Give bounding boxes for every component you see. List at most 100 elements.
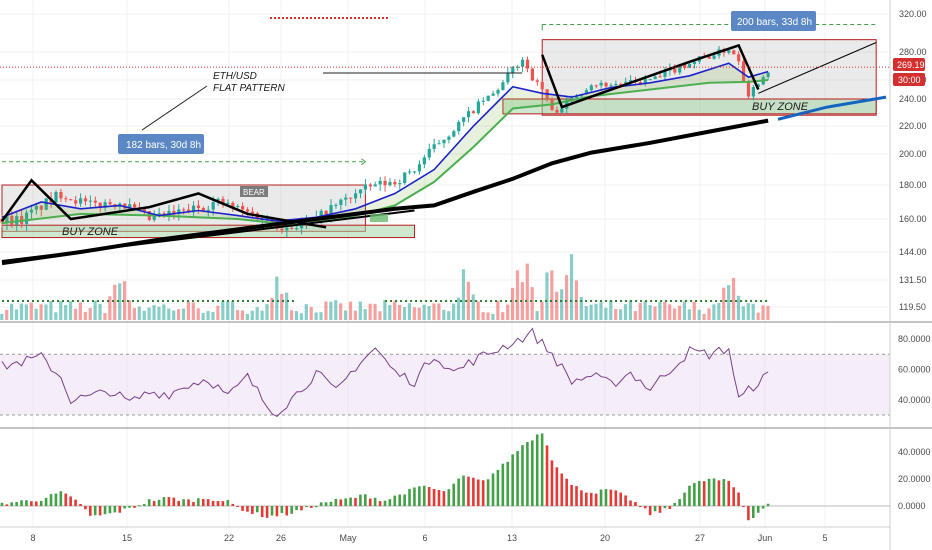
- macd-bar: [25, 500, 28, 506]
- volume-bar: [555, 291, 559, 320]
- volume-bar: [68, 301, 73, 320]
- macd-bar: [619, 492, 622, 506]
- candle-body: [69, 199, 73, 201]
- volume-bar: [599, 302, 603, 320]
- macd-bar: [147, 499, 151, 506]
- macd-bar: [766, 503, 770, 506]
- time-tick-label: 27: [695, 533, 705, 543]
- annotations: ETH/USD FLAT PATTERN BUY ZONE BUY ZONE 1…: [62, 11, 816, 238]
- volume-bar: [353, 310, 357, 320]
- candle-body: [358, 189, 363, 194]
- candle-body: [452, 131, 456, 137]
- candle-body: [241, 206, 245, 210]
- macd-bar: [643, 506, 647, 509]
- candle-body: [44, 198, 48, 210]
- candle-body: [363, 184, 368, 190]
- macd-bar: [314, 506, 318, 508]
- volume-bar: [525, 263, 529, 320]
- macd-bar: [167, 497, 171, 506]
- candle-body: [432, 144, 436, 149]
- buy-zone-1: [502, 98, 877, 115]
- candle-body: [422, 157, 426, 165]
- candle-body: [712, 55, 716, 59]
- macd-bar: [295, 506, 298, 511]
- volume-bar: [707, 308, 711, 320]
- macd-bar: [678, 499, 681, 506]
- macd-bar: [447, 489, 451, 506]
- macd-bar: [383, 500, 387, 506]
- volume-bar: [260, 310, 264, 320]
- volume-bar: [368, 303, 372, 320]
- candle-body: [678, 64, 682, 73]
- macd-bar: [472, 477, 475, 506]
- volume-bar: [216, 305, 220, 320]
- candle-body: [619, 83, 623, 85]
- volume-bar: [201, 312, 205, 320]
- volume-bar: [54, 312, 58, 320]
- volume-bar: [270, 297, 274, 320]
- macd-bar: [319, 502, 323, 506]
- volume-bar: [736, 295, 741, 320]
- price-tick-label: 160.00: [899, 214, 927, 224]
- macd-bar: [138, 505, 141, 507]
- price-tick-label: 119.50: [899, 302, 926, 312]
- measure-right-box: [731, 11, 816, 31]
- candle-body: [599, 82, 603, 86]
- macd-bar: [442, 491, 446, 506]
- ma-200-line: [1, 118, 769, 266]
- macd-bar: [152, 501, 156, 506]
- macd-bar: [756, 506, 760, 513]
- volume-bar: [319, 312, 323, 320]
- candle-body: [133, 204, 137, 208]
- macd-bar: [324, 502, 328, 506]
- macd-bar: [241, 506, 244, 511]
- ema-blue-line: [1, 62, 769, 222]
- candle-body: [476, 101, 480, 114]
- volume-bar: [132, 308, 136, 320]
- volume-bar: [545, 272, 549, 320]
- price-tick-label: 280.00: [899, 47, 927, 57]
- volume-bar: [727, 285, 731, 320]
- macd-bar: [231, 503, 235, 506]
- volume-bar: [584, 306, 588, 320]
- macd-bar: [413, 487, 416, 506]
- macd-bar: [216, 501, 220, 506]
- macd-bar: [717, 480, 721, 506]
- macd-bar: [476, 479, 480, 506]
- candle-body: [501, 82, 505, 90]
- macd-bar: [378, 501, 382, 506]
- macd-bar: [491, 473, 495, 506]
- macd-bar: [0, 502, 4, 506]
- candle-body: [687, 64, 692, 68]
- volume-bar: [329, 301, 333, 320]
- volume-bar: [304, 304, 308, 320]
- macd-bar: [34, 501, 38, 506]
- volume-bar: [167, 308, 171, 320]
- macd-bar: [334, 498, 338, 506]
- candle-body: [285, 227, 289, 231]
- volume-bar: [358, 301, 362, 320]
- macd-bar: [452, 483, 456, 506]
- macd-bar: [39, 500, 43, 506]
- candle-body: [462, 117, 466, 122]
- macd-tick-label: 0.0000: [898, 501, 926, 511]
- volume-bar: [240, 310, 245, 320]
- volume-bar: [388, 305, 392, 320]
- macd-bar: [103, 506, 107, 515]
- macd-bar: [270, 506, 274, 516]
- macd-bar: [226, 499, 230, 506]
- volume-bar: [530, 287, 534, 320]
- candle-body: [412, 171, 417, 173]
- macd-tick-label: 40.0000: [898, 447, 931, 457]
- volume-bar: [88, 308, 92, 320]
- volume-bar: [93, 300, 97, 320]
- volume-bar: [520, 282, 524, 320]
- macd-bar: [182, 499, 185, 506]
- macd-bar: [157, 499, 161, 506]
- candle-body: [417, 164, 422, 172]
- candle-body: [191, 205, 196, 213]
- volume-bar: [658, 301, 662, 320]
- macd-bar: [290, 506, 293, 514]
- macd-bar: [373, 497, 377, 506]
- countdown-tag: [893, 73, 925, 86]
